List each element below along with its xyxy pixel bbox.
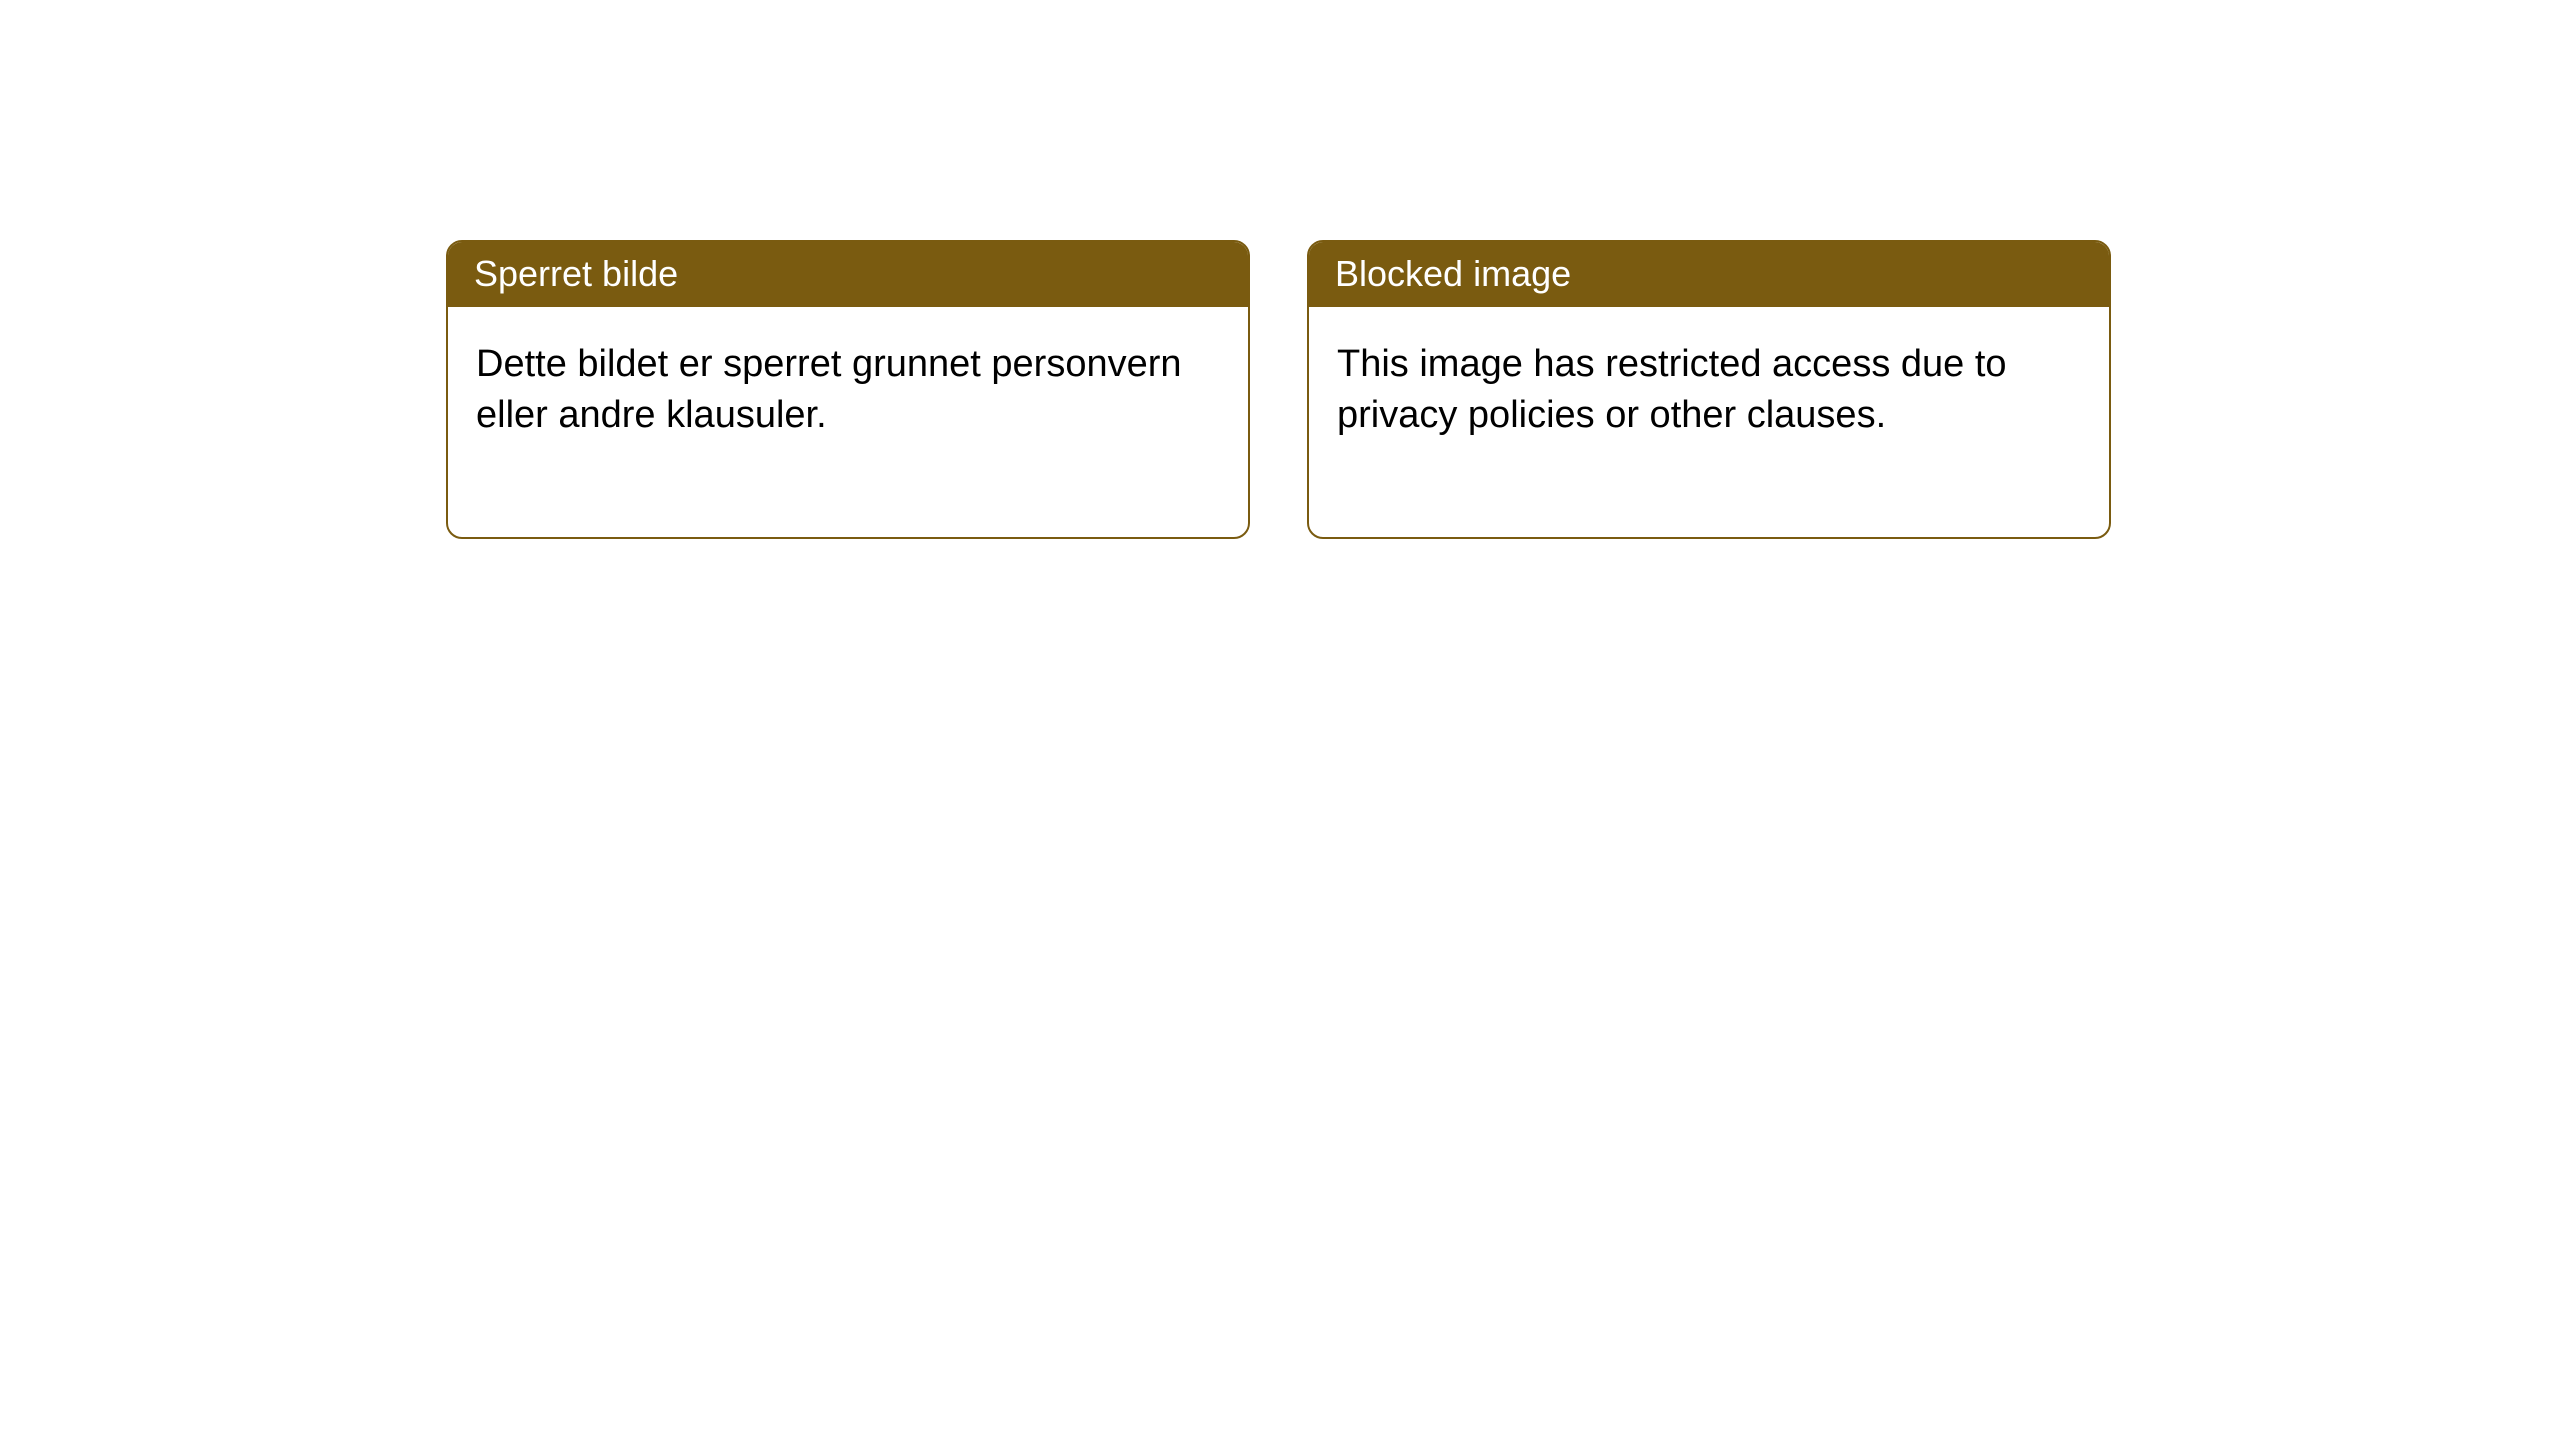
notice-cards-container: Sperret bilde Dette bildet er sperret gr… [446,240,2111,539]
notice-card-body: Dette bildet er sperret grunnet personve… [448,307,1248,537]
notice-card-english: Blocked image This image has restricted … [1307,240,2111,539]
notice-card-title: Blocked image [1309,242,2109,307]
notice-card-norwegian: Sperret bilde Dette bildet er sperret gr… [446,240,1250,539]
notice-card-title: Sperret bilde [448,242,1248,307]
notice-card-body: This image has restricted access due to … [1309,307,2109,537]
